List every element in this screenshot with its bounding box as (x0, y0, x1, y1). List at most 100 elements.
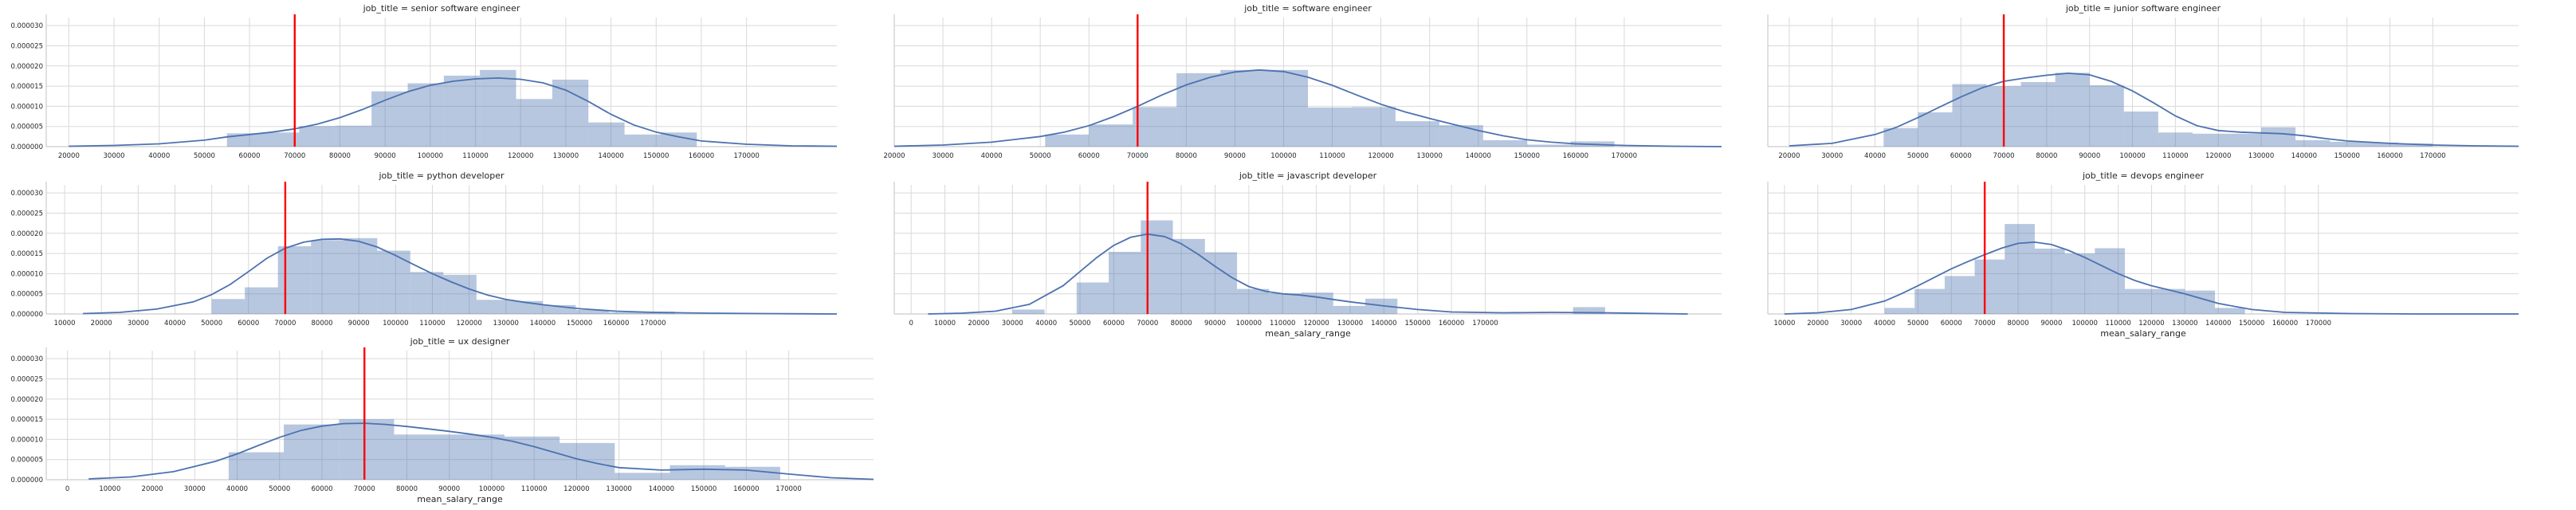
histogram-bar (480, 69, 516, 147)
x-tick-label: 90000 (2079, 152, 2100, 160)
x-tick-label: 20000 (968, 320, 989, 328)
x-tick-label: 170000 (640, 320, 666, 328)
x-tick-label: 120000 (456, 320, 481, 328)
histogram-bar (2364, 142, 2399, 147)
x-tick-label: 60000 (1941, 320, 1962, 328)
y-tick-label: 0.000000 (10, 311, 43, 319)
x-tick-label: 160000 (733, 485, 759, 493)
x-tick-label: 30000 (128, 320, 149, 328)
x-tick-label: 160000 (2377, 152, 2402, 160)
x-tick-label: 120000 (1368, 152, 1393, 160)
x-tick-label: 70000 (1993, 152, 2015, 160)
histogram-bar (2020, 82, 2056, 147)
x-tick-label: 60000 (1078, 152, 1100, 160)
x-tick-label: 30000 (1821, 152, 1843, 160)
x-tick-label: 80000 (329, 152, 351, 160)
kde-curve (1789, 72, 2519, 147)
x-tick-label: 100000 (2072, 320, 2098, 328)
histogram-bar (1012, 309, 1045, 314)
y-tick-label: 0.000025 (10, 375, 43, 383)
x-tick-label: 100000 (1270, 152, 1296, 160)
x-tick-label: 170000 (2420, 152, 2445, 160)
histogram-bar (1914, 288, 1945, 314)
x-tick-label: 0 (65, 485, 69, 493)
x-tick-label: 90000 (348, 320, 370, 328)
x-tick-label: 130000 (1416, 152, 1442, 160)
x-tick-label: 90000 (375, 152, 396, 160)
histogram-bar (1883, 128, 1918, 147)
y-tick-label: 0.000015 (10, 83, 43, 91)
y-tick-label: 0.000020 (10, 396, 43, 404)
histogram-bar (443, 75, 481, 147)
x-tick-label: 50000 (269, 485, 290, 493)
histogram-bar (339, 419, 395, 480)
histogram-bar (2330, 141, 2365, 147)
x-tick-label: 0 (909, 320, 913, 328)
x-tick-label: 170000 (1472, 320, 1498, 328)
y-tick-label: 0.000020 (10, 230, 43, 238)
x-tick-label: 160000 (1439, 320, 1464, 328)
x-tick-label: 20000 (883, 152, 905, 160)
histogram-bar (299, 126, 336, 147)
x-tick-label: 40000 (981, 152, 1003, 160)
x-tick-label: 80000 (396, 485, 418, 493)
x-tick-label: 30000 (104, 152, 125, 160)
panel-title: job_title = javascript developer (1239, 171, 1377, 181)
y-tick-label: 0.000015 (10, 250, 43, 258)
histogram-bar (542, 304, 576, 314)
x-tick-label: 20000 (91, 320, 112, 328)
histogram-bar (311, 240, 344, 314)
histogram-bar (588, 122, 625, 147)
histogram-bar (1220, 69, 1265, 147)
histogram-bar (2124, 288, 2155, 314)
histogram-bar (1333, 305, 1366, 314)
y-tick-label: 0.000005 (10, 291, 43, 299)
histogram-bar (575, 309, 609, 314)
x-tick-label: 160000 (1563, 152, 1588, 160)
x-tick-label: 120000 (1303, 320, 1329, 328)
histogram-bar (1526, 144, 1571, 147)
x-tick-label: 140000 (530, 320, 556, 328)
x-tick-label: 70000 (274, 320, 296, 328)
x-tick-label: 80000 (1176, 152, 1197, 160)
facet-panel: job_title = junior software engineer 2000… (1767, 3, 2519, 160)
histogram-bar (228, 452, 285, 480)
histogram-bar (1308, 107, 1352, 147)
x-tick-label: 10000 (1773, 320, 1795, 328)
kde-curve (893, 69, 1722, 147)
histogram-bar (2158, 132, 2193, 147)
x-axis-label: mean_salary_range (2100, 328, 2186, 339)
x-tick-label: 170000 (1612, 152, 1637, 160)
x-tick-label: 140000 (598, 152, 623, 160)
x-tick-label: 130000 (553, 152, 579, 160)
histogram-bar (615, 473, 670, 480)
facet-panel: job_title = python developer 10000 20000 30… (10, 171, 838, 328)
facet-panel: job_title = javascript developer 0 10000 20… (893, 171, 1722, 339)
histogram-bar (377, 250, 410, 314)
x-tick-label: 40000 (164, 320, 186, 328)
x-tick-label: 150000 (1404, 320, 1430, 328)
histogram-bar (2295, 139, 2331, 147)
histogram-bar (449, 434, 505, 480)
histogram-bar (371, 91, 408, 147)
x-tick-label: 70000 (354, 485, 375, 493)
y-tick-label: 0.000005 (10, 124, 43, 131)
x-tick-label: 80000 (1171, 320, 1192, 328)
histogram-bar (504, 436, 560, 480)
histogram-bar (263, 132, 300, 147)
x-tick-label: 140000 (2291, 152, 2317, 160)
facet-panel: job_title = ux designer 0 10000 20000 30000 4… (10, 336, 874, 504)
histogram-bar (476, 300, 510, 314)
histogram-bar (1237, 288, 1270, 314)
y-tick-label: 0.000015 (10, 416, 43, 424)
x-tick-label: 140000 (2205, 320, 2231, 328)
panel-title: job_title = ux designer (410, 336, 510, 347)
facet-panel: job_title = software engineer 20000 30000 4… (883, 3, 1722, 160)
kde-curve (83, 237, 838, 315)
histogram-bar (2192, 133, 2227, 147)
x-tick-label: 100000 (418, 152, 443, 160)
x-tick-label: 110000 (2105, 320, 2130, 328)
x-tick-label: 60000 (1950, 152, 1972, 160)
x-tick-label: 110000 (1319, 152, 1345, 160)
